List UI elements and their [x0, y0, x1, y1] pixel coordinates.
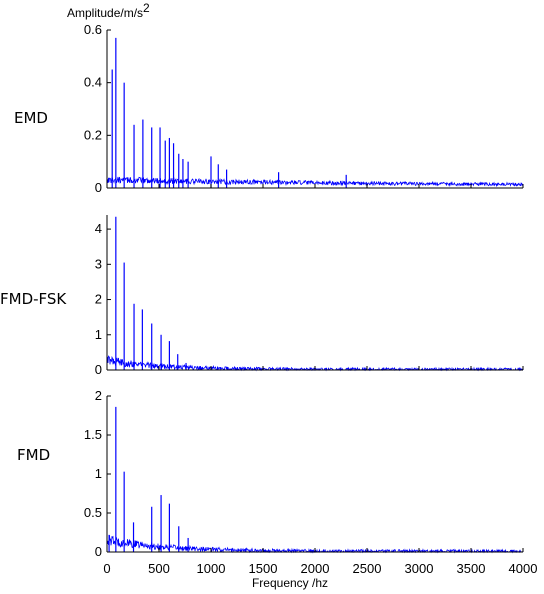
y-tick-label: 1.5 [84, 427, 102, 442]
y-tick-label: 0.6 [84, 22, 102, 37]
x-tick-label: 2500 [353, 561, 382, 576]
y-tick-label: 0 [95, 544, 102, 559]
x-tick-label: 1000 [197, 561, 226, 576]
x-tick-label: 0 [103, 561, 110, 576]
y-tick-label: 0.4 [84, 75, 102, 90]
spectrum-noise-line [106, 176, 524, 188]
y-tick-label: 2 [95, 388, 102, 403]
x-tick-label: 500 [148, 561, 170, 576]
y-axis-label-exponent: 2 [143, 1, 150, 15]
x-axis-label: Frequency /hz [252, 576, 328, 590]
method-label: FMD [17, 446, 50, 464]
y-tick-label: 3 [95, 256, 102, 271]
x-tick-label: 3500 [457, 561, 486, 576]
method-label: EMD [14, 109, 48, 127]
x-tick-label: 1500 [249, 561, 278, 576]
x-tick-label: 2000 [301, 561, 330, 576]
panel-fmd-fsk: FMD-FSK 0 1 2 3 4 [0, 215, 524, 377]
y-tick-label: 1 [95, 327, 102, 342]
method-label: FMD-FSK [0, 290, 67, 308]
y-tick-label: 0 [95, 180, 102, 195]
y-tick-label: 0.5 [84, 505, 102, 520]
panel-emd: EMD 0 0.2 0.4 0.6 [14, 22, 524, 195]
y-tick-label: 2 [95, 292, 102, 307]
x-tick-label: 4000 [509, 561, 538, 576]
y-axis-label: Amplitude/m/s2 [67, 1, 150, 20]
y-tick-label: 4 [95, 221, 102, 236]
y-tick-label: 0 [95, 362, 102, 377]
y-tick-label: 1 [95, 466, 102, 481]
y-axis-label-text: Amplitude/m/s [67, 6, 143, 20]
panel-fmd: FMD 0 0.5 1 1.5 2 0 500 1000 1500 2000 2500 3000 3500… [17, 388, 537, 576]
x-tick-label: 3000 [405, 561, 434, 576]
y-tick-label: 0.2 [84, 127, 102, 142]
